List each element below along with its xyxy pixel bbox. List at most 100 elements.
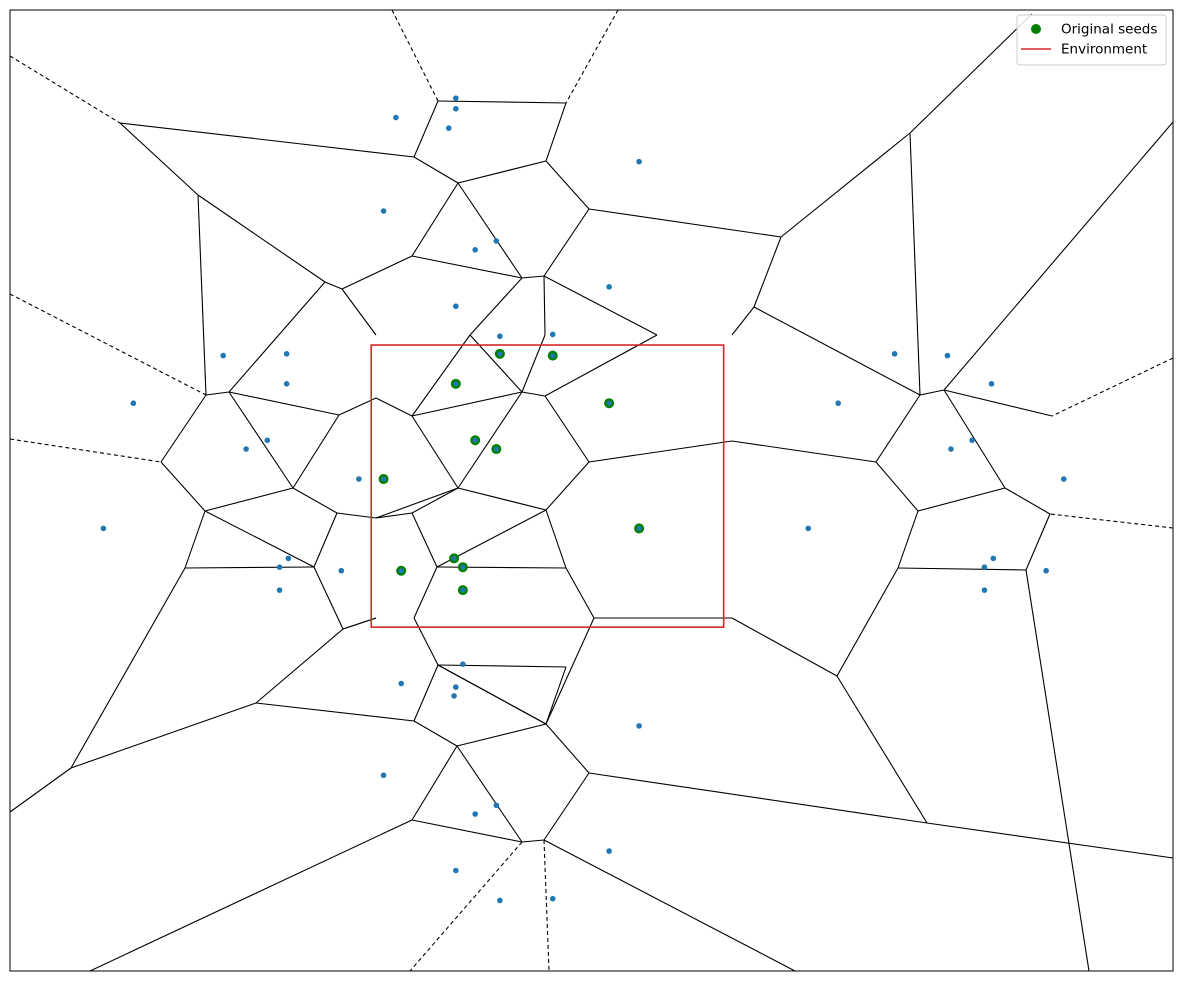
mirrored-point [549,331,556,338]
mirrored-point [891,351,898,357]
voronoi-ridge [204,510,315,568]
voronoi-ridge-infinite [9,293,207,396]
voronoi-ridge [731,440,877,463]
voronoi-ridge [836,567,899,677]
voronoi-ridge-infinite [409,841,523,972]
voronoi-ridge [160,394,207,463]
voronoi-ridge [943,389,1053,417]
voronoi-ridge [413,617,439,666]
voronoi-ridge [324,281,343,290]
voronoi-ridge [457,391,523,489]
voronoi-edges [9,9,1174,972]
voronoi-ridge-infinite [9,55,121,124]
voronoi-ridge [413,566,438,619]
voronoi-ridge [919,389,945,396]
mirrored-point [398,680,404,687]
mirrored-point [1060,476,1067,482]
voronoi-ridge [543,275,546,336]
voronoi-ridge [456,723,547,747]
voronoi-ridge [917,487,1006,512]
voronoi-ridge [119,122,199,196]
axes-frame [9,9,1174,972]
voronoi-ridge [753,306,921,396]
voronoi-ridge [588,772,928,824]
voronoi-ridge [411,255,523,279]
legend-box [1016,14,1167,66]
voronoi-ridge [411,819,523,843]
mirrored-point [805,525,812,532]
mirrored-point [453,95,459,101]
voronoi-ridge-infinite [391,9,439,102]
mirrored-point [460,661,466,667]
voronoi-ridge [545,617,595,725]
mirrored-point [453,684,459,690]
seed-point-center [453,381,459,387]
mirrored-point [130,400,137,407]
environment-boundary [370,344,725,628]
voronoi-ridge [255,702,415,722]
mirrored-point [453,105,459,112]
voronoi-ridge [909,132,921,396]
legend-label-environment: Environment [1061,42,1147,58]
voronoi-ridge [205,391,230,396]
voronoi-ridge [411,391,523,417]
voronoi-ridge [413,664,439,722]
voronoi-ridge [375,397,413,417]
mirrored-point [451,693,457,699]
voronoi-ridge [197,194,326,283]
voronoi-ridge [457,182,523,279]
mirrored-point [393,114,399,121]
voronoi-ridge [338,397,377,416]
voronoi-ridge [9,767,72,813]
mirrored-point [445,125,452,131]
mirrored-point [493,238,500,244]
mirrored-point [835,400,841,407]
voronoi-ridge [184,510,206,569]
seed-point-center [380,476,387,482]
voronoi-ridge-infinite [565,9,619,104]
voronoi-ridge [588,208,782,238]
seed-point-center [451,555,457,561]
voronoi-ridge [897,567,1027,571]
mirrored-point [283,351,290,357]
mirrored-point [606,284,612,290]
voronoi-ridge [1004,487,1051,515]
mirrored-point [497,897,503,904]
mirrored-point [472,811,479,817]
voronoi-ridge [543,839,796,972]
mirrored-point [944,352,951,359]
mirrored-point [285,555,292,562]
voronoi-ridge [909,13,1033,134]
seed-point-center [460,564,466,570]
mirrored-point [380,208,387,214]
mirrored-point [338,567,345,574]
voronoi-ridge [1025,569,1090,972]
voronoi-ridge [411,745,458,821]
seed-point-center [497,351,503,357]
mirrored-point [100,525,107,532]
seed-point-center [460,587,466,593]
voronoi-ridge [544,395,590,463]
voronoi-ridge-infinite [1051,357,1174,417]
mirrored-point [636,723,642,729]
voronoi-ridge [413,100,439,158]
mirrored-point [276,587,283,593]
voronoi-ridge [411,182,459,257]
seed-point-center [606,400,612,406]
voronoi-ridge [375,487,459,519]
voronoi-ridge [457,487,547,511]
voronoi-ridge [89,819,413,972]
legend-marker-original-seeds [1031,24,1041,34]
mirrored-point [453,867,459,874]
voronoi-ridge [204,487,294,512]
voronoi-ridge [437,664,567,668]
mirrored-point [493,802,500,809]
seed-point-center [636,525,642,532]
seed-point-center [472,437,478,443]
voronoi-ridge [313,512,338,568]
voronoi-ridge [545,509,567,569]
voronoi-ridge-infinite [9,438,162,463]
voronoi-ridge [341,288,377,336]
